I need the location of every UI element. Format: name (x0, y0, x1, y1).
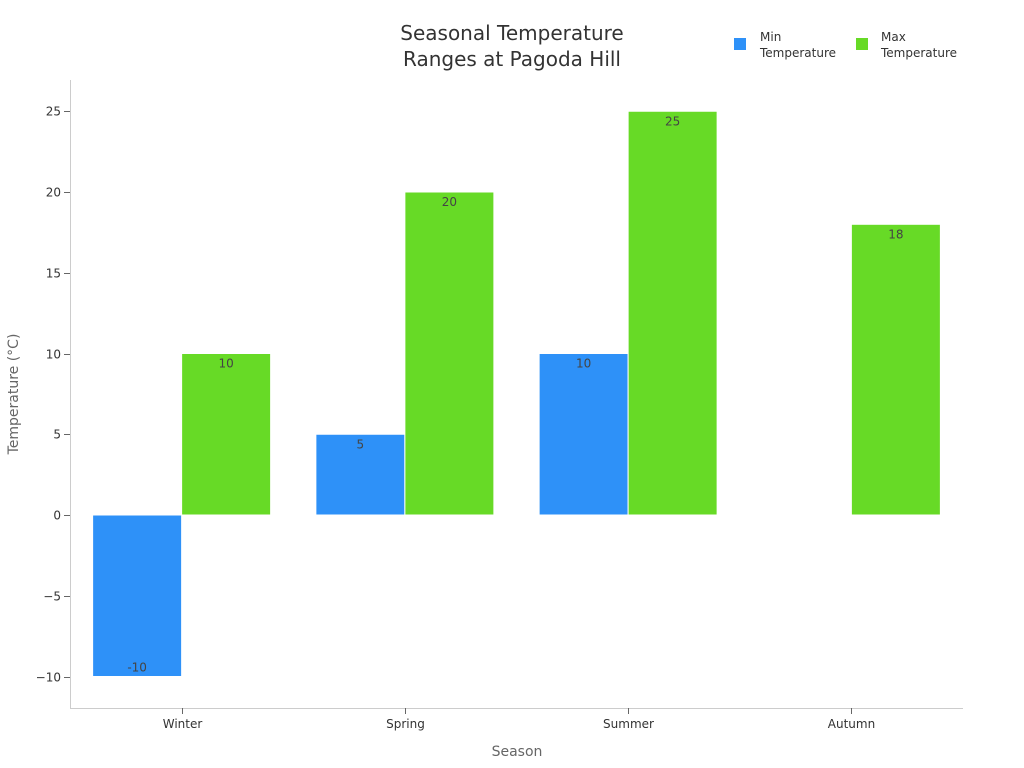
bar-value-label: -10 (127, 661, 147, 675)
y-axis-ticks: −10 −5 0 5 10 15 20 25 (36, 105, 70, 685)
y-tick-label: 25 (46, 105, 61, 119)
legend-swatch-min (734, 38, 746, 50)
x-axis-title: Season (492, 744, 543, 760)
y-tick-label: −5 (43, 590, 61, 604)
bar (627, 110, 718, 516)
y-tick-label: 10 (46, 348, 61, 362)
bar (181, 353, 272, 516)
x-tick-label: Autumn (828, 717, 875, 731)
bar-value-label: 25 (665, 114, 680, 128)
y-tick-label: 0 (53, 509, 61, 523)
chart-title-line-1: Seasonal Temperature (400, 21, 623, 45)
legend-swatch-max (856, 38, 868, 50)
bar (538, 353, 629, 516)
x-tick-label: Winter (163, 717, 203, 731)
bar-value-label: 20 (442, 195, 457, 209)
legend-label-max-line-1: Max (881, 30, 906, 44)
y-tick-label: 5 (53, 428, 61, 442)
bar-value-label: 5 (357, 437, 365, 451)
y-tick-label: −10 (36, 671, 61, 685)
x-axis-ticks: Winter Spring Summer Autumn (163, 708, 875, 731)
bar (92, 514, 183, 677)
legend-label-min-line-2: Temperature (759, 46, 836, 60)
x-tick-label: Summer (603, 717, 654, 731)
bar-data-labels: -10 10 5 20 10 25 18 (127, 114, 903, 674)
bar-value-label: 10 (576, 357, 591, 371)
y-axis-title: Temperature (°C) (6, 334, 22, 456)
bar (850, 223, 941, 516)
legend: Min Temperature Max Temperature (734, 30, 957, 60)
legend-label-max-line-2: Temperature (880, 46, 957, 60)
bars (92, 110, 941, 677)
bar-value-label: 10 (218, 357, 233, 371)
legend-label-min-line-1: Min (760, 30, 781, 44)
chart-title-line-2: Ranges at Pagoda Hill (403, 47, 621, 71)
x-tick-label: Spring (386, 717, 425, 731)
bar-value-label: 18 (888, 227, 903, 241)
chart-title: Seasonal Temperature Ranges at Pagoda Hi… (400, 21, 623, 71)
y-tick-label: 20 (46, 186, 61, 200)
y-tick-label: 15 (46, 267, 61, 281)
bar (404, 191, 495, 516)
